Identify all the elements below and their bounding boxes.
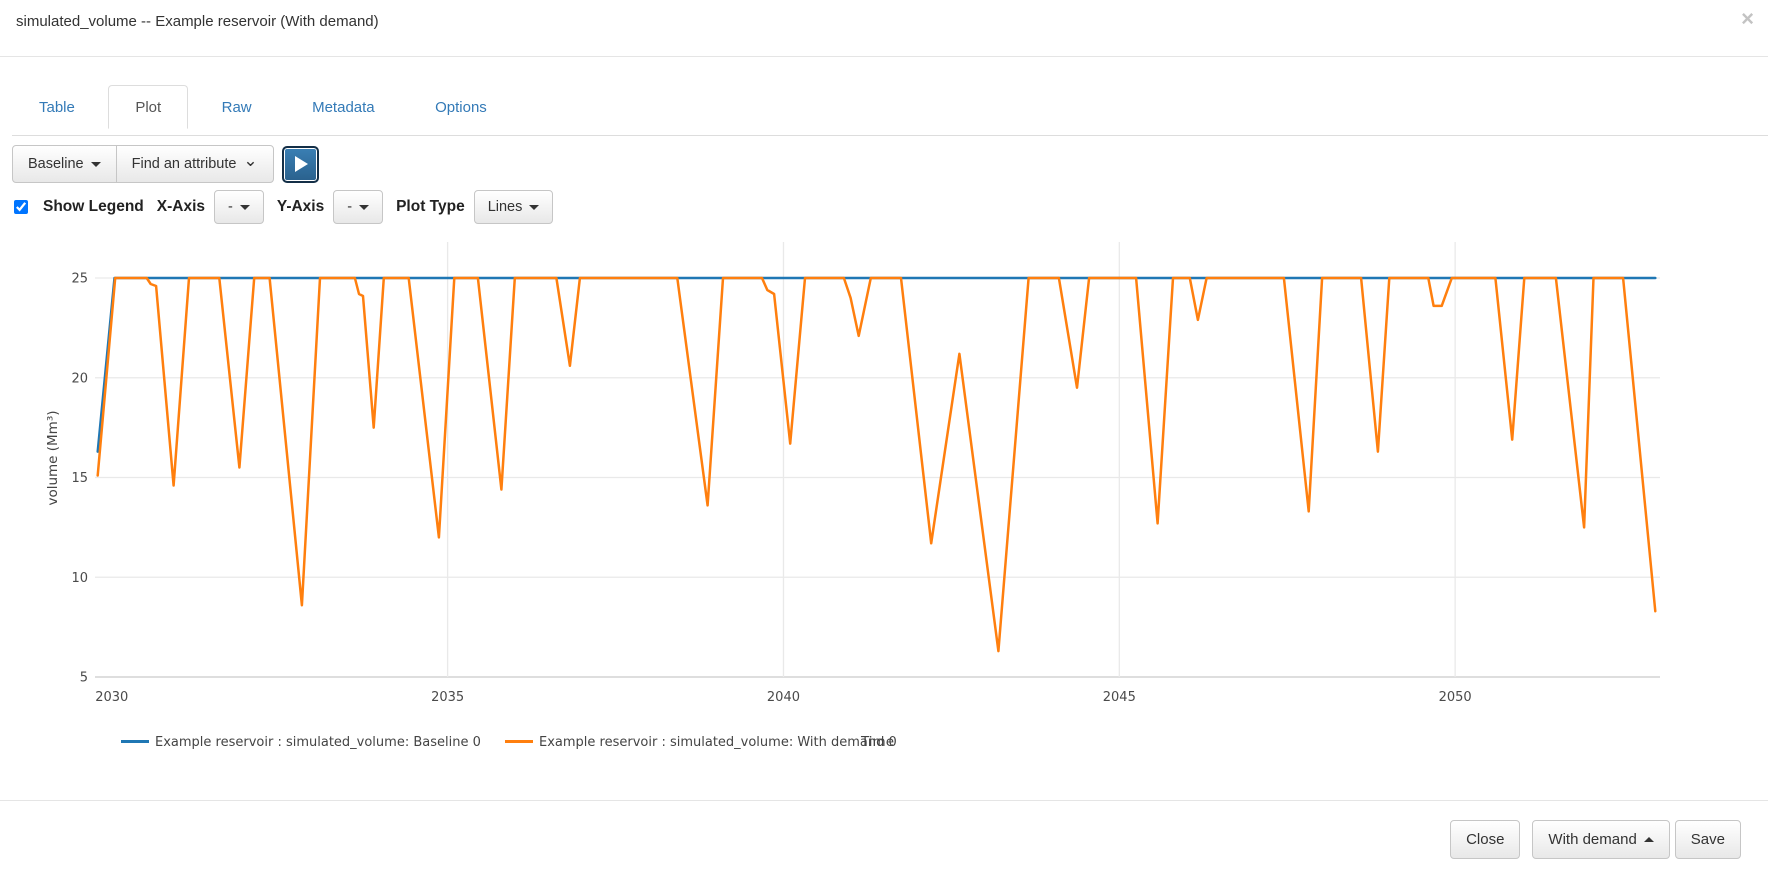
scenario-dropup-label: With demand [1548, 831, 1637, 848]
tab-options[interactable]: Options [435, 99, 487, 116]
svg-text:Example reservoir : simulated_: Example reservoir : simulated_volume: Ba… [155, 735, 481, 750]
caret-down-icon [359, 204, 370, 210]
y-axis-value: - [347, 199, 353, 215]
chevron-down-icon: ⌄ [243, 151, 258, 170]
tab-bar: Table Plot Raw Metadata Options [12, 84, 1768, 136]
toolbar: Baseline Find an attribute ⌄ [12, 145, 319, 183]
caret-down-icon [239, 204, 250, 210]
save-button-label: Save [1690, 831, 1725, 848]
scenario-dropdown-label: Baseline [28, 156, 84, 172]
svg-text:2045: 2045 [1103, 690, 1136, 705]
footer-buttons: Close With demand Save [1450, 820, 1741, 859]
scenario-attribute-group: Baseline Find an attribute ⌄ [12, 145, 274, 183]
svg-text:2030: 2030 [95, 690, 128, 705]
caret-down-icon [90, 161, 101, 167]
play-icon [295, 156, 309, 172]
show-legend-checkbox[interactable] [14, 200, 28, 214]
plot-type-value: Lines [487, 199, 523, 215]
x-axis-dropdown[interactable]: - [214, 190, 264, 224]
svg-text:2050: 2050 [1439, 690, 1472, 705]
play-button[interactable] [281, 145, 319, 183]
plot-type-label: Plot Type [396, 198, 465, 215]
attribute-dropdown-label: Find an attribute [131, 156, 237, 172]
attribute-dropdown-button[interactable]: Find an attribute ⌄ [115, 145, 274, 183]
close-button-label: Close [1466, 831, 1505, 848]
tab-metadata[interactable]: Metadata [312, 99, 375, 116]
plot-type-dropdown[interactable]: Lines [473, 190, 554, 224]
y-axis-label: Y-Axis [276, 198, 325, 215]
tab-raw[interactable]: Raw [221, 99, 252, 116]
svg-text:Example reservoir : simulated_: Example reservoir : simulated_volume: Wi… [539, 735, 897, 750]
caret-down-icon [529, 204, 540, 210]
svg-text:25: 25 [71, 272, 88, 287]
svg-text:volume (Mm³): volume (Mm³) [45, 410, 61, 505]
modal-footer: Close With demand Save [0, 800, 1768, 871]
save-button[interactable]: Save [1674, 820, 1741, 859]
x-axis-value: - [228, 199, 233, 215]
svg-text:10: 10 [71, 571, 88, 586]
caret-up-icon [1643, 837, 1654, 842]
svg-text:2040: 2040 [767, 690, 800, 705]
show-legend-label: Show Legend [43, 198, 144, 215]
tab-plot[interactable]: Plot [108, 85, 189, 129]
modal-title: simulated_volume -- Example reservoir (W… [16, 13, 379, 30]
close-button[interactable]: Close [1450, 820, 1521, 859]
svg-text:5: 5 [80, 671, 88, 686]
plot-controls: Show Legend X-Axis - Y-Axis - Plot Type … [12, 190, 554, 224]
scenario-dropup-button[interactable]: With demand [1532, 820, 1670, 859]
plot-area[interactable]: 5 10 15 20 25 2030 2035 2040 2045 2050 volume (Mm³… [0, 230, 1768, 790]
svg-text:2035: 2035 [431, 690, 464, 705]
y-axis-dropdown[interactable]: - [333, 190, 384, 224]
x-axis-label: X-Axis [156, 198, 205, 215]
close-icon[interactable]: × [1741, 6, 1754, 31]
svg-text:Time: Time [860, 734, 894, 750]
scenario-dropdown-button[interactable]: Baseline [12, 145, 117, 183]
svg-text:20: 20 [71, 371, 88, 386]
modal-header: simulated_volume -- Example reservoir (W… [0, 0, 1768, 57]
svg-text:15: 15 [71, 471, 88, 486]
tab-table[interactable]: Table [39, 99, 75, 116]
